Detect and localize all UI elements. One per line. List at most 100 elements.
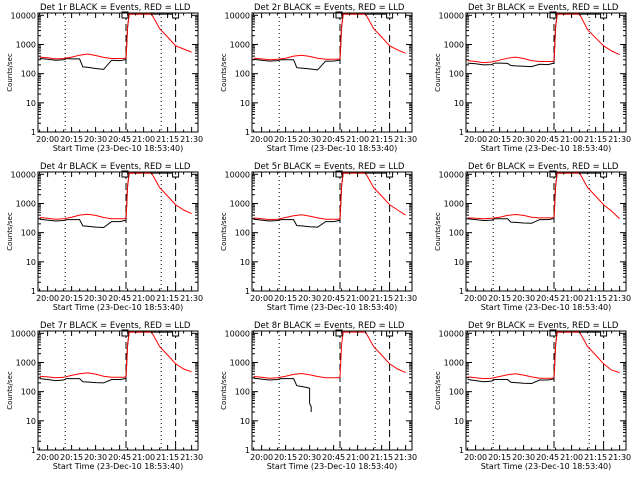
chart-title: Det 9r BLACK = Events, RED = LLD xyxy=(468,321,619,331)
x-tick-label: 21:15 xyxy=(584,135,607,144)
x-tick-label: 21:00 xyxy=(132,294,155,303)
y-axis-label: Counts/sec xyxy=(220,53,228,92)
x-tick-label: 21:00 xyxy=(132,135,155,144)
x-tick-label: 20:15 xyxy=(488,453,511,462)
x-tick-label: 20:15 xyxy=(60,453,83,462)
x-tick-label: 20:30 xyxy=(84,135,107,144)
y-tick-label: 1000 xyxy=(444,199,464,208)
y-tick-label: 1000 xyxy=(16,199,36,208)
x-axis-label: Start Time (23-Dec-10 18:53:40) xyxy=(267,144,398,153)
x-tick-label: 20:45 xyxy=(322,135,345,144)
series-line-events xyxy=(253,172,390,228)
chart-panel-4: Det 4r BLACK = Events, RED = LLD 1 10 100 10… xyxy=(6,162,203,312)
y-tick-label: 100 xyxy=(449,229,464,238)
y-tick-label: 10000 xyxy=(225,329,250,338)
y-tick-label: 1 xyxy=(245,287,250,296)
x-tick-label: 20:00 xyxy=(464,135,487,144)
plot-frame xyxy=(465,12,627,133)
plot-frame xyxy=(465,171,627,292)
y-tick-label: 1 xyxy=(459,287,464,296)
x-tick-label: 21:30 xyxy=(394,294,417,303)
chart-panel-2: Det 2r BLACK = Events, RED = LLD 1 10 100 10… xyxy=(220,3,417,153)
y-tick-label: 100 xyxy=(235,70,250,79)
series-line-lld xyxy=(253,13,406,61)
x-tick-label: 20:30 xyxy=(298,135,321,144)
x-tick-label: 21:00 xyxy=(346,294,369,303)
x-axis-label: Start Time (23-Dec-10 18:53:40) xyxy=(53,462,184,471)
y-tick-label: 100 xyxy=(21,388,36,397)
series-line-events xyxy=(253,377,312,412)
y-tick-label: 10 xyxy=(26,258,36,267)
x-tick-label: 20:15 xyxy=(488,135,511,144)
x-tick-label: 21:15 xyxy=(156,453,179,462)
y-tick-label: 10 xyxy=(454,258,464,267)
x-tick-label: 21:00 xyxy=(560,453,583,462)
x-tick-label: 20:30 xyxy=(512,135,535,144)
plot-frame xyxy=(251,330,413,451)
series-line-lld xyxy=(39,331,192,379)
y-tick-label: 10000 xyxy=(11,11,36,20)
y-tick-label: 10 xyxy=(454,99,464,108)
x-tick-label: 20:45 xyxy=(536,135,559,144)
y-tick-label: 1 xyxy=(31,287,36,296)
y-tick-label: 1 xyxy=(31,446,36,455)
series-group xyxy=(253,13,406,71)
y-tick-label: 10000 xyxy=(225,11,250,20)
x-tick-label: 20:00 xyxy=(36,453,59,462)
y-tick-label: 1000 xyxy=(230,199,250,208)
y-tick-label: 1 xyxy=(459,128,464,137)
y-tick-label: 10 xyxy=(454,417,464,426)
series-line-lld xyxy=(467,331,620,380)
series-line-events xyxy=(39,13,176,70)
chart-panel-3: Det 3r BLACK = Events, RED = LLD 1 10 100 10… xyxy=(434,3,631,153)
x-tick-label: 21:30 xyxy=(608,135,631,144)
x-tick-label: 21:00 xyxy=(346,453,369,462)
x-tick-label: 20:30 xyxy=(298,453,321,462)
x-axis-label: Start Time (23-Dec-10 18:53:40) xyxy=(481,303,612,312)
y-tick-label: 1000 xyxy=(16,40,36,49)
x-axis-label: Start Time (23-Dec-10 18:53:40) xyxy=(267,303,398,312)
x-tick-label: 20:00 xyxy=(36,294,59,303)
series-line-lld xyxy=(39,172,192,220)
x-tick-label: 20:30 xyxy=(512,453,535,462)
x-tick-label: 20:45 xyxy=(322,294,345,303)
y-tick-label: 10000 xyxy=(225,170,250,179)
y-tick-label: 1000 xyxy=(444,40,464,49)
y-tick-label: 10000 xyxy=(439,329,464,338)
chart-panel-9: Det 9r BLACK = Events, RED = LLD 1 10 100 10… xyxy=(434,321,631,471)
y-tick-label: 10 xyxy=(240,99,250,108)
y-tick-label: 1 xyxy=(245,128,250,137)
series-line-lld xyxy=(253,331,406,379)
plot-frame xyxy=(37,171,199,292)
x-tick-label: 21:15 xyxy=(370,135,393,144)
y-tick-label: 10000 xyxy=(439,170,464,179)
x-tick-label: 20:00 xyxy=(36,135,59,144)
y-tick-label: 1000 xyxy=(16,358,36,367)
y-tick-label: 100 xyxy=(449,70,464,79)
y-tick-label: 10 xyxy=(26,417,36,426)
chart-title: Det 3r BLACK = Events, RED = LLD xyxy=(468,3,619,13)
series-line-events xyxy=(467,13,604,68)
chart-title: Det 4r BLACK = Events, RED = LLD xyxy=(40,162,191,172)
y-tick-label: 10000 xyxy=(11,170,36,179)
x-tick-label: 21:15 xyxy=(156,135,179,144)
x-tick-label: 21:00 xyxy=(132,453,155,462)
y-tick-label: 10 xyxy=(240,258,250,267)
x-tick-label: 21:30 xyxy=(180,453,203,462)
series-group xyxy=(253,172,406,228)
x-tick-label: 20:15 xyxy=(60,135,83,144)
y-axis-label: Counts/sec xyxy=(220,371,228,410)
y-tick-label: 10000 xyxy=(439,11,464,20)
x-tick-label: 20:30 xyxy=(512,294,535,303)
x-tick-label: 20:00 xyxy=(250,453,273,462)
x-tick-label: 20:15 xyxy=(60,294,83,303)
x-axis-label: Start Time (23-Dec-10 18:53:40) xyxy=(481,462,612,471)
plot-frame xyxy=(465,330,627,451)
x-tick-label: 21:30 xyxy=(180,135,203,144)
y-axis-label: Counts/sec xyxy=(6,371,14,410)
y-tick-label: 1000 xyxy=(230,358,250,367)
series-line-lld xyxy=(39,13,192,60)
y-tick-label: 1 xyxy=(459,446,464,455)
y-tick-label: 1 xyxy=(245,446,250,455)
